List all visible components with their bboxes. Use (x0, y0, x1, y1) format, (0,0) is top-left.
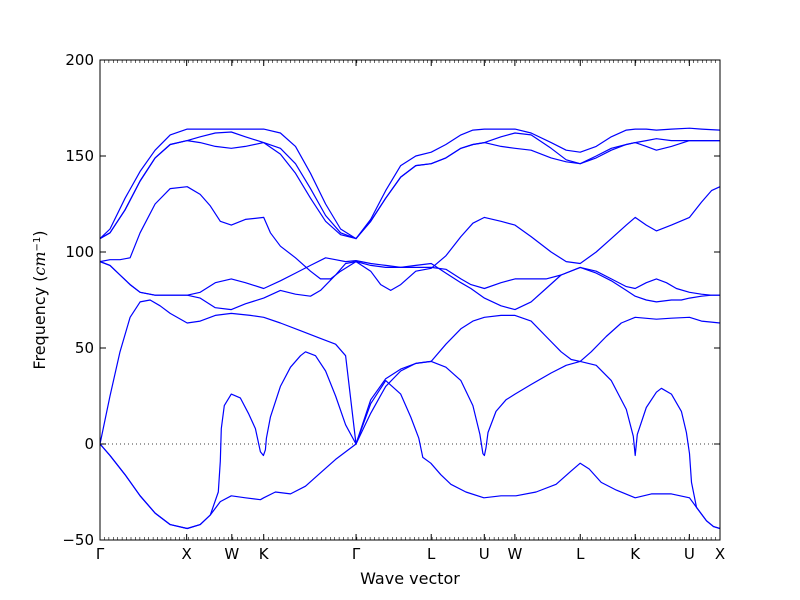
band-line-6 (100, 186, 720, 291)
y-tick-label: 150 (65, 147, 94, 165)
high-symmetry-lines (187, 60, 690, 540)
dispersion-bands (100, 127, 720, 530)
y-tick-label: 200 (65, 51, 94, 69)
band-line-9 (100, 127, 720, 240)
y-tick-label: −50 (62, 531, 94, 549)
y-tick-label: 0 (84, 435, 94, 453)
x-tick-label: L (576, 545, 585, 563)
y-axis-ticks: −50 0 50 100 150 200 (62, 51, 720, 549)
x-tick-label: Γ (96, 545, 105, 563)
y-tick-label: 50 (75, 339, 94, 357)
band-line-2 (100, 360, 720, 530)
y-axis-title: Frequency (cm−1) (30, 230, 49, 369)
x-tick-label: W (507, 545, 522, 563)
y-tick-label: 100 (65, 243, 94, 261)
band-line-5 (100, 257, 720, 303)
x-tick-label: U (479, 545, 490, 563)
x-tick-label: U (684, 545, 695, 563)
x-tick-label: Γ (352, 545, 361, 563)
band-line-3 (100, 299, 720, 445)
x-tick-label: K (630, 545, 641, 563)
plot-frame (99, 59, 721, 541)
x-tick-label: L (427, 545, 436, 563)
x-axis-title: Wave vector (360, 569, 460, 588)
minor-ticks (104, 60, 716, 540)
x-tick-label: K (259, 545, 270, 563)
x-tick-label: W (224, 545, 239, 563)
band-line-8 (100, 131, 720, 240)
x-tick-label: X (715, 545, 725, 563)
band-line-1 (100, 351, 720, 530)
band-line-4 (100, 261, 720, 311)
x-tick-label: X (182, 545, 192, 563)
